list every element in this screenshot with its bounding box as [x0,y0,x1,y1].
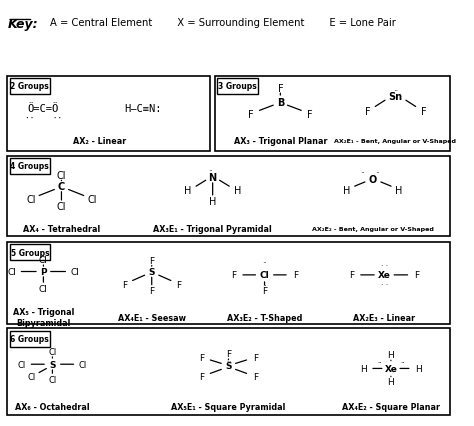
Text: AX₄E₁ - Seesaw: AX₄E₁ - Seesaw [118,313,186,322]
Text: F: F [176,280,182,289]
Text: · ·: · · [381,262,388,271]
Text: ··: ·· [393,86,398,95]
Text: F: F [122,280,127,289]
Text: O: O [369,174,377,184]
FancyBboxPatch shape [9,331,50,347]
Text: S: S [49,360,55,369]
Text: Cl: Cl [87,195,97,205]
Text: ··: ·· [375,169,380,178]
Text: Cl: Cl [57,170,66,181]
FancyBboxPatch shape [9,78,50,95]
FancyBboxPatch shape [9,158,50,174]
FancyBboxPatch shape [7,156,450,236]
Text: H: H [415,364,421,373]
Text: Cl: Cl [48,375,56,384]
Text: Cl: Cl [39,284,48,293]
Text: F: F [307,109,312,120]
Text: N: N [209,172,217,182]
Text: H: H [388,377,394,386]
Text: H: H [184,186,191,196]
Text: F: F [278,84,283,94]
Text: AX₂ - Linear: AX₂ - Linear [73,137,127,146]
Text: H: H [234,186,241,196]
Text: Xe: Xe [378,271,391,280]
Text: AX₆ - Octahedral: AX₆ - Octahedral [15,402,90,411]
Text: ··: ·· [262,259,267,268]
Text: F: F [365,106,370,116]
Text: AX₅E₁ - Square Pyramidal: AX₅E₁ - Square Pyramidal [171,402,286,411]
Text: F: F [253,372,258,381]
Text: Cl: Cl [8,268,16,276]
Text: Cl: Cl [57,201,66,212]
Text: AX₄ - Tetrahedral: AX₄ - Tetrahedral [23,225,100,233]
Text: Sn: Sn [388,92,402,102]
FancyBboxPatch shape [215,76,450,152]
Text: ··: ·· [208,167,213,176]
Text: ··: ·· [361,169,365,178]
Text: 3 Groups: 3 Groups [218,82,257,91]
Text: H: H [361,364,367,373]
FancyBboxPatch shape [7,76,210,152]
Text: H—C≡N:: H—C≡N: [124,104,162,114]
Text: Key:: Key: [7,17,38,30]
Text: Cl: Cl [26,195,36,205]
Text: F: F [199,372,204,381]
Text: ··    ··: ·· ·· [25,113,62,122]
Text: Cl: Cl [28,372,36,381]
Text: H: H [395,185,403,195]
Text: AX₃E₂ - T-Shaped: AX₃E₂ - T-Shaped [227,313,302,322]
Text: F: F [262,287,267,296]
Text: P: P [40,268,47,276]
Text: B: B [277,98,284,108]
Text: · ·: · · [381,280,388,289]
Text: F: F [149,256,154,265]
Text: 6 Groups: 6 Groups [10,334,49,343]
Text: 4 Groups: 4 Groups [10,162,49,171]
Text: 2 Groups: 2 Groups [10,82,49,91]
Text: Cl: Cl [79,360,87,369]
Text: F: F [248,109,254,120]
Text: F: F [231,271,237,280]
FancyBboxPatch shape [7,242,450,325]
FancyBboxPatch shape [7,328,450,415]
Text: ·: · [226,358,228,364]
Text: H: H [343,185,350,195]
Text: F: F [420,106,426,116]
Text: F: F [149,287,154,296]
Text: Cl: Cl [48,347,56,356]
FancyBboxPatch shape [9,245,50,261]
Text: Ö=C=Ö: Ö=C=Ö [28,104,59,114]
Text: Cl: Cl [18,360,26,369]
Text: ··: ·· [262,281,267,290]
Text: F: F [199,353,204,362]
Text: F: F [253,353,258,362]
Text: Cl: Cl [71,268,80,276]
Text: F: F [292,271,298,280]
Text: ··: ·· [400,359,404,365]
Text: AX₂E₂ - Bent, Angular or V-Shaped: AX₂E₂ - Bent, Angular or V-Shaped [312,227,434,231]
FancyBboxPatch shape [217,78,258,95]
Text: 5 Groups: 5 Groups [10,248,49,257]
Text: AX₂E₃ - Linear: AX₂E₃ - Linear [353,313,415,322]
Text: Cl: Cl [260,271,269,280]
Text: S: S [225,362,232,371]
Text: H: H [209,197,216,207]
Text: AX₃E₁ - Trigonal Pyramidal: AX₃E₁ - Trigonal Pyramidal [153,225,272,233]
Text: AX₄E₂ - Square Planar: AX₄E₂ - Square Planar [342,402,440,411]
Text: Cl: Cl [39,256,48,265]
Text: H: H [388,351,394,360]
Text: AX₃ - Trigonal Planar: AX₃ - Trigonal Planar [234,137,327,146]
Text: F: F [349,271,354,280]
Text: AX₂E₁ - Bent, Angular or V-Shaped: AX₂E₁ - Bent, Angular or V-Shaped [335,139,456,144]
Text: A = Central Element        X = Surrounding Element        E = Lone Pair: A = Central Element X = Surrounding Elem… [50,17,396,27]
Text: F: F [226,349,231,358]
Text: S: S [148,268,155,276]
Text: Xe: Xe [384,364,397,373]
Text: F: F [414,271,419,280]
Text: C: C [58,181,65,192]
Text: ·: · [228,358,231,364]
Text: AX₅ - Trigonal
Bipyramidal: AX₅ - Trigonal Bipyramidal [13,308,74,327]
Text: ··: ·· [377,359,382,365]
